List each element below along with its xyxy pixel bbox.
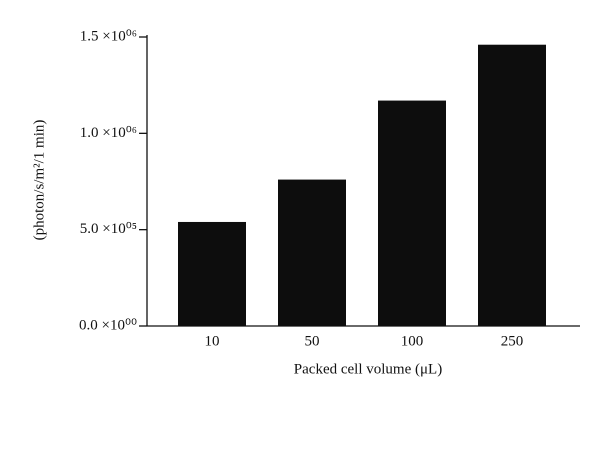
y-tick-label: 0.0 ×10⁰⁰ bbox=[79, 317, 137, 333]
x-tick-label: 100 bbox=[401, 333, 424, 349]
x-tick-label: 250 bbox=[501, 333, 524, 349]
bar bbox=[378, 100, 446, 326]
bar bbox=[278, 179, 346, 326]
bar bbox=[178, 221, 246, 326]
x-tick-label: 10 bbox=[205, 333, 220, 349]
y-tick-label: 1.5 ×10⁰⁶ bbox=[80, 28, 137, 44]
y-tick-label: 1.0 ×10⁰⁶ bbox=[80, 125, 137, 141]
x-tick-label: 50 bbox=[305, 333, 320, 349]
x-axis-label: Packed cell volume (μL) bbox=[294, 361, 442, 377]
bar bbox=[478, 44, 546, 326]
y-tick-label: 5.0 ×10⁰⁵ bbox=[80, 221, 137, 237]
y-axis-label: (photon/s/m²/1 min) bbox=[31, 120, 47, 241]
